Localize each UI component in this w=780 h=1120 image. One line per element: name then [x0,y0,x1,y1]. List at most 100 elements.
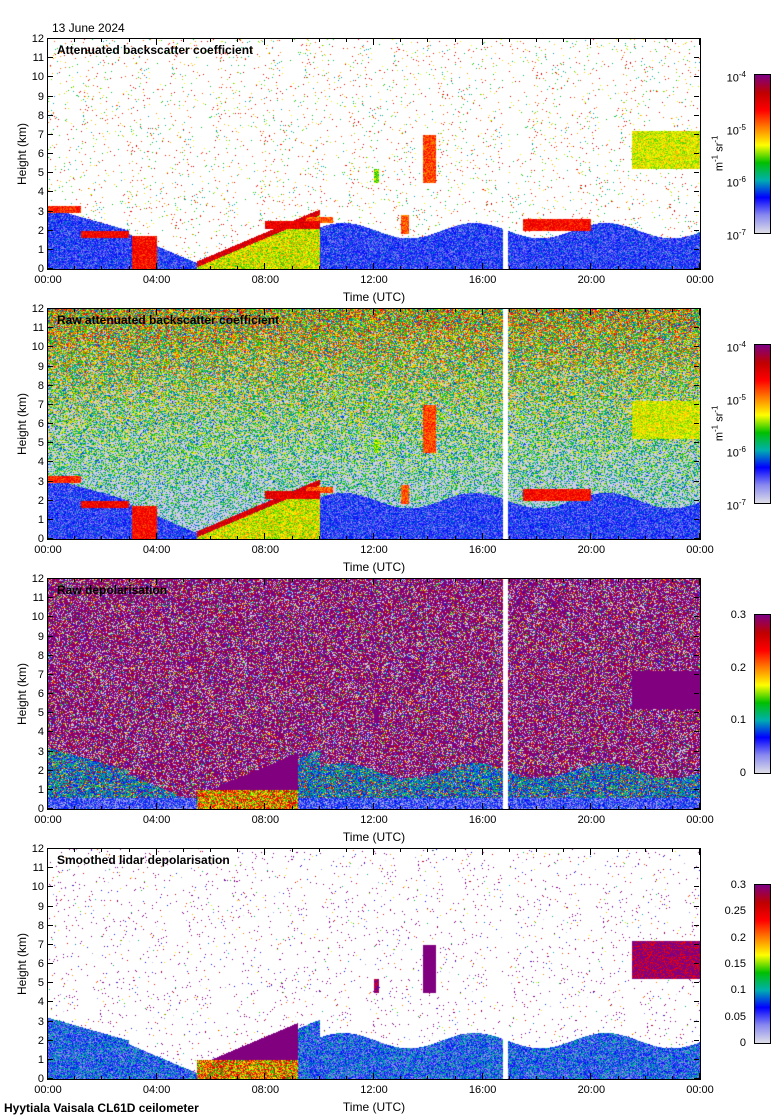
x-tick-label: 16:00 [468,814,497,826]
y-tick-mark [48,248,53,250]
x-tick-mark [671,806,673,809]
y-tick-label: 7 [37,398,44,411]
x-tick-mark [373,803,374,809]
x-tick-mark [590,579,592,585]
x-tick-mark [699,849,700,855]
x-tick-mark [536,266,537,269]
x-tick-mark [47,1073,48,1079]
x-tick-mark [318,1076,320,1079]
x-tick-mark [644,1076,646,1079]
x-tick-mark [454,579,456,582]
x-tick-mark [617,536,619,539]
y-tick-label: 4 [37,726,44,739]
x-tick-mark [427,536,429,539]
x-tick-mark [454,1076,456,1079]
y-tick-mark [48,114,53,116]
x-tick-label: 08:00 [251,814,280,826]
chart-panel-raw: Raw attenuated backscatter coefficient He… [0,303,780,579]
y-tick-mark [694,38,699,39]
x-tick-label: 00:00 [686,544,714,556]
y-tick-label: 1 [37,1053,44,1066]
y-tick-mark [48,578,53,579]
x-tick-mark [47,39,48,45]
x-tick-mark [427,806,429,809]
x-tick-mark [508,1076,510,1079]
x-tick-mark [128,39,130,42]
colorbar [754,74,771,234]
x-tick-label: 04:00 [142,1084,171,1096]
x-tick-mark [644,39,646,42]
x-tick-mark [74,39,76,42]
y-tick-mark [48,133,53,135]
x-tick-label: 00:00 [34,1084,62,1096]
x-tick-mark [47,803,48,809]
y-tick-mark [694,1020,699,1022]
x-tick-mark [427,849,429,852]
y-tick-mark [694,943,699,945]
x-tick-mark [671,1076,673,1079]
y-tick-mark [694,57,699,59]
x-tick-mark [155,309,157,315]
unit-exponent: -1 [710,154,720,162]
y-tick-label: 2 [37,764,44,777]
x-tick-mark [481,309,483,315]
y-tick-mark [694,578,699,579]
x-tick-mark [427,579,429,582]
x-tick-mark [671,266,673,269]
x-tick-mark [508,309,510,312]
y-tick-mark [694,848,699,849]
y-tick-mark [48,924,53,926]
x-tick-label: 04:00 [142,544,171,556]
y-tick-label: 12 [31,843,44,855]
x-tick-mark [508,266,510,269]
y-tick-label: 0 [37,533,44,545]
unit-base: sr [713,412,726,425]
x-tick-mark [617,806,619,809]
x-tick-mark [644,266,646,269]
colorbar-tick-label: 10-5 [727,122,746,138]
y-tick-mark [694,365,699,367]
x-tick-mark [264,1073,266,1079]
x-tick-mark [590,309,592,315]
x-tick-mark [345,266,347,269]
y-tick-mark [48,95,53,97]
y-tick-label: 3 [37,205,44,218]
colorbar-tick-base: 10 [726,500,739,513]
x-tick-mark [318,579,320,582]
x-tick-mark [155,533,157,539]
x-tick-mark [699,39,700,45]
colorbar-tick-label: 0 [740,767,746,779]
x-tick-mark [291,1076,293,1079]
x-tick-mark [210,309,211,312]
colorbar-tick-label: 0.1 [731,984,746,996]
y-tick-label: 3 [37,1015,44,1028]
y-tick-mark [48,750,53,752]
x-tick-mark [182,1076,184,1079]
x-tick-mark [400,309,402,312]
panel-title: Raw attenuated backscatter coefficient [57,313,280,327]
x-axis-label: Time (UTC) [342,830,406,844]
y-tick-mark [694,886,699,888]
x-tick-mark [47,579,48,585]
y-tick-label: 10 [31,341,44,354]
y-tick-mark [48,384,53,386]
y-tick-mark [694,654,699,656]
y-tick-mark [694,442,699,444]
x-tick-mark [590,533,592,539]
x-tick-mark [101,849,103,852]
y-tick-mark [48,461,53,463]
y-tick-label: 8 [37,379,44,392]
y-tick-mark [694,673,699,675]
y-tick-label: 8 [37,919,44,932]
x-tick-mark [155,39,157,45]
colorbar-tick-label: 10-7 [727,497,746,513]
y-tick-mark [48,693,53,694]
heatmap-plot-area [48,309,700,539]
x-tick-mark [74,806,76,809]
x-tick-mark [454,806,456,809]
x-tick-mark [699,309,700,315]
colorbar-gradient [755,345,770,503]
y-tick-mark [694,635,699,637]
x-tick-label: 00:00 [686,814,714,826]
x-tick-mark [563,39,565,42]
